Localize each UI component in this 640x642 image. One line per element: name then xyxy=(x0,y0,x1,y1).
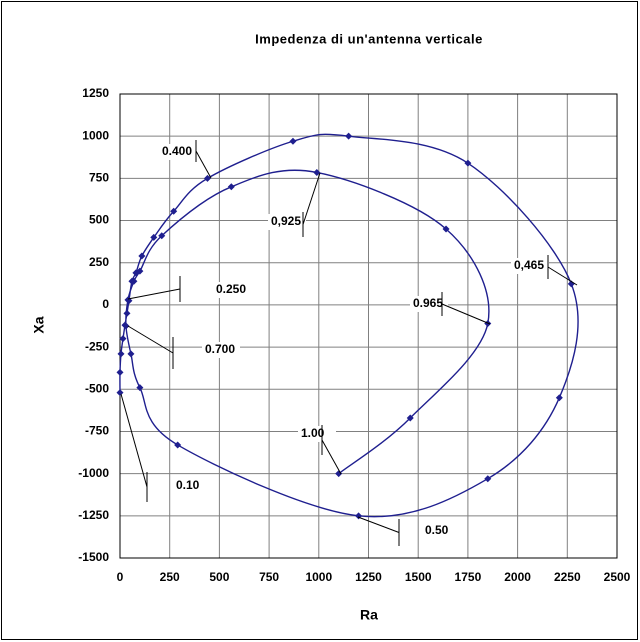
annotation-leader xyxy=(127,325,174,354)
point xyxy=(227,183,235,191)
point xyxy=(158,232,166,240)
point xyxy=(442,225,450,233)
y-tick-label: 250 xyxy=(89,255,109,269)
point xyxy=(136,384,144,392)
point xyxy=(345,132,353,140)
annotation: 0.400 xyxy=(162,144,192,158)
point xyxy=(170,207,178,215)
annotation-bg xyxy=(298,426,336,442)
annotation-bg xyxy=(268,214,306,230)
x-tick-label: 2250 xyxy=(554,570,581,584)
annotation-bg xyxy=(410,296,448,312)
x-tick-label: 1000 xyxy=(305,570,332,584)
plot-border xyxy=(119,93,618,559)
point xyxy=(127,350,135,358)
point xyxy=(406,414,414,422)
y-tick-label: -1250 xyxy=(78,508,109,522)
x-tick-label: 1500 xyxy=(405,570,432,584)
point xyxy=(116,368,124,376)
point xyxy=(119,335,127,343)
point xyxy=(123,309,131,317)
annotation: 0.700 xyxy=(205,342,235,356)
point xyxy=(203,174,211,182)
annotation: 0,925 xyxy=(271,214,301,228)
annotation: 0.10 xyxy=(176,478,200,492)
x-tick-label: 2000 xyxy=(504,570,531,584)
annotation-bg xyxy=(159,144,197,160)
point xyxy=(136,267,144,275)
annotation: 0.965 xyxy=(413,296,443,310)
point xyxy=(138,252,146,260)
point xyxy=(555,394,563,402)
annotation-leader xyxy=(547,266,578,286)
point xyxy=(464,159,472,167)
point xyxy=(116,389,124,397)
annotation-leader xyxy=(195,150,212,179)
x-tick-label: 0 xyxy=(117,570,124,584)
annotation-bg xyxy=(213,282,251,298)
annotation-leader xyxy=(321,439,342,475)
annotation-bg xyxy=(202,342,240,358)
x-tick-label: 1750 xyxy=(455,570,482,584)
point xyxy=(150,233,158,241)
point xyxy=(174,441,182,449)
y-tick-label: 0 xyxy=(102,297,109,311)
annotation: 0,465 xyxy=(514,258,544,272)
x-tick-label: 1250 xyxy=(355,570,382,584)
annotation: 0.250 xyxy=(216,282,246,296)
annotation-leader xyxy=(357,516,400,533)
point xyxy=(130,277,138,285)
y-tick-label: 750 xyxy=(89,171,109,185)
x-axis-label: Ra xyxy=(360,607,378,623)
point xyxy=(124,296,132,304)
y-tick-label: -250 xyxy=(85,339,109,353)
point xyxy=(122,322,130,330)
point xyxy=(484,475,492,483)
annotation-bg xyxy=(511,258,549,274)
point xyxy=(117,350,125,358)
annotation-bg xyxy=(422,523,460,539)
chart-title: Impedenza di un'antenna verticale xyxy=(255,31,483,46)
y-tick-label: -500 xyxy=(85,381,109,395)
x-tick-label: 750 xyxy=(259,570,279,584)
x-tick-label: 500 xyxy=(209,570,229,584)
y-axis-label: Xa xyxy=(31,316,47,333)
annotation-leader xyxy=(120,393,148,488)
y-tick-label: -750 xyxy=(85,424,109,438)
point xyxy=(289,137,297,145)
y-tick-label: 1250 xyxy=(82,86,109,100)
annotation-leader xyxy=(441,303,491,325)
x-tick-label: 2500 xyxy=(604,570,631,584)
y-tick-label: 1000 xyxy=(82,128,109,142)
point xyxy=(313,168,321,176)
x-tick-label: 250 xyxy=(160,570,180,584)
curve xyxy=(119,133,579,518)
annotation: 1.00 xyxy=(301,426,325,440)
y-tick-label: -1000 xyxy=(78,466,109,480)
y-tick-label: -1500 xyxy=(78,550,109,564)
annotation-leader xyxy=(302,172,321,225)
annotation: 0.50 xyxy=(425,523,449,537)
annotation-leader xyxy=(127,288,181,300)
annotation-bg xyxy=(173,478,211,494)
y-tick-label: 500 xyxy=(89,213,109,227)
point xyxy=(335,470,343,478)
